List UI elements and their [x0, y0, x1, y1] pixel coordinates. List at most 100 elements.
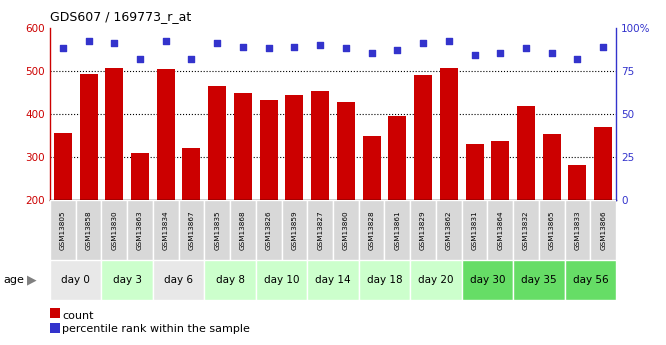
- Text: day 18: day 18: [367, 275, 402, 285]
- Bar: [153, 260, 204, 300]
- Point: [135, 56, 145, 61]
- Text: GSM13859: GSM13859: [292, 210, 298, 250]
- Text: percentile rank within the sample: percentile rank within the sample: [62, 325, 250, 334]
- Text: day 10: day 10: [264, 275, 299, 285]
- Bar: [594, 127, 612, 200]
- Bar: [208, 86, 226, 200]
- Text: GSM13832: GSM13832: [523, 210, 529, 250]
- Bar: [127, 200, 153, 260]
- Text: GSM13863: GSM13863: [137, 210, 143, 250]
- Text: GSM13835: GSM13835: [214, 210, 220, 250]
- Text: GSM13831: GSM13831: [472, 210, 478, 250]
- Bar: [234, 93, 252, 200]
- Text: GSM13861: GSM13861: [394, 210, 400, 250]
- Bar: [436, 200, 462, 260]
- Text: ▶: ▶: [27, 274, 37, 287]
- Bar: [286, 95, 304, 200]
- Text: GSM13829: GSM13829: [420, 210, 426, 250]
- Text: GSM13828: GSM13828: [368, 210, 374, 250]
- Point: [546, 51, 557, 56]
- Point: [444, 39, 454, 44]
- Bar: [204, 260, 256, 300]
- Bar: [388, 116, 406, 200]
- Text: count: count: [62, 311, 93, 321]
- Bar: [204, 200, 230, 260]
- Bar: [410, 260, 462, 300]
- Bar: [462, 260, 513, 300]
- Text: GSM13805: GSM13805: [60, 210, 66, 250]
- Point: [238, 44, 248, 49]
- Point: [212, 40, 222, 46]
- Bar: [337, 102, 355, 200]
- Text: GSM13830: GSM13830: [111, 210, 117, 250]
- Bar: [359, 260, 410, 300]
- Text: GSM13860: GSM13860: [343, 210, 349, 250]
- Text: GSM13865: GSM13865: [549, 210, 555, 250]
- Point: [521, 46, 531, 51]
- Point: [161, 39, 171, 44]
- Bar: [131, 153, 149, 200]
- Text: GSM13833: GSM13833: [575, 210, 581, 250]
- Text: day 3: day 3: [113, 275, 142, 285]
- Text: day 20: day 20: [418, 275, 454, 285]
- Point: [366, 51, 377, 56]
- Bar: [311, 91, 329, 200]
- Point: [289, 44, 300, 49]
- Point: [598, 44, 609, 49]
- Text: GSM13834: GSM13834: [163, 210, 168, 250]
- Bar: [153, 200, 178, 260]
- Bar: [307, 200, 333, 260]
- Bar: [54, 133, 72, 200]
- Bar: [590, 200, 616, 260]
- Bar: [307, 260, 359, 300]
- Bar: [384, 200, 410, 260]
- Bar: [105, 68, 123, 200]
- Bar: [466, 144, 484, 200]
- Text: GSM13867: GSM13867: [188, 210, 194, 250]
- Bar: [178, 200, 204, 260]
- Text: day 56: day 56: [573, 275, 608, 285]
- Bar: [513, 200, 539, 260]
- Bar: [410, 200, 436, 260]
- Text: GSM13866: GSM13866: [600, 210, 606, 250]
- Bar: [260, 100, 278, 200]
- Text: GSM13826: GSM13826: [266, 210, 272, 250]
- Bar: [359, 200, 384, 260]
- Bar: [543, 134, 561, 200]
- Bar: [513, 260, 565, 300]
- Bar: [539, 200, 565, 260]
- Point: [186, 56, 196, 61]
- Bar: [462, 200, 488, 260]
- Bar: [492, 141, 509, 200]
- Bar: [50, 200, 76, 260]
- Bar: [517, 106, 535, 200]
- Bar: [333, 200, 359, 260]
- Text: day 35: day 35: [521, 275, 557, 285]
- Text: GSM13862: GSM13862: [446, 210, 452, 250]
- Bar: [569, 165, 587, 200]
- Bar: [50, 308, 60, 318]
- Bar: [157, 69, 174, 200]
- Point: [315, 42, 326, 48]
- Point: [83, 39, 94, 44]
- Bar: [282, 200, 307, 260]
- Point: [418, 40, 428, 46]
- Bar: [50, 260, 101, 300]
- Point: [340, 46, 351, 51]
- Text: day 8: day 8: [216, 275, 244, 285]
- Bar: [230, 200, 256, 260]
- Bar: [101, 260, 153, 300]
- Point: [109, 40, 120, 46]
- Bar: [440, 68, 458, 200]
- Point: [392, 47, 403, 53]
- Text: day 14: day 14: [315, 275, 351, 285]
- Bar: [362, 136, 380, 200]
- Text: GSM13858: GSM13858: [85, 210, 91, 250]
- Bar: [488, 200, 513, 260]
- Bar: [50, 323, 60, 333]
- Bar: [414, 76, 432, 200]
- Text: GSM13868: GSM13868: [240, 210, 246, 250]
- Point: [263, 46, 274, 51]
- Bar: [101, 200, 127, 260]
- Text: GSM13827: GSM13827: [317, 210, 323, 250]
